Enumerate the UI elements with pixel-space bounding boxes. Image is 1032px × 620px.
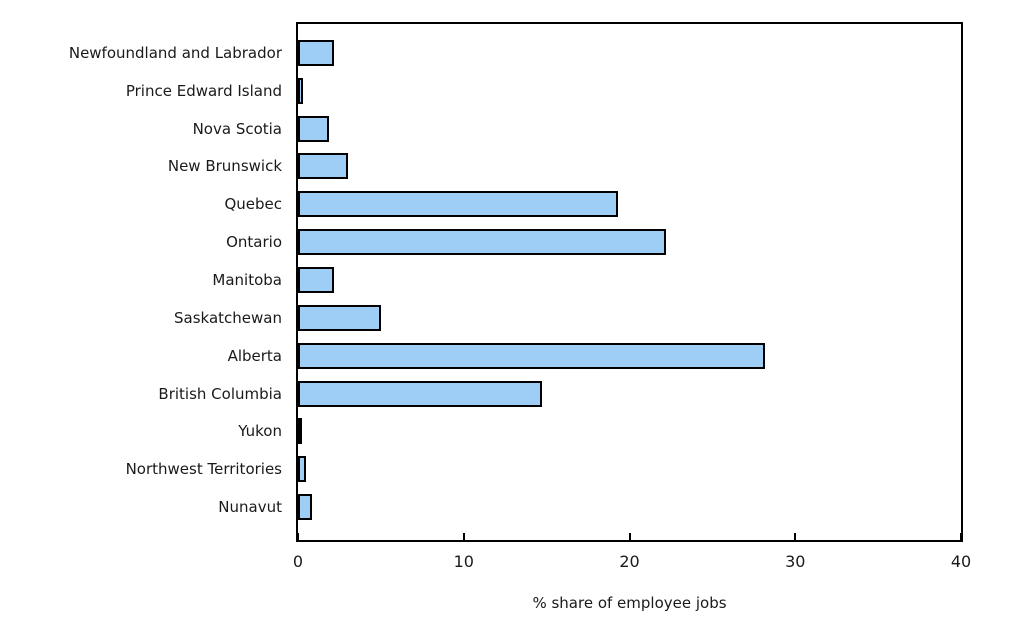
bar-nova-scotia: [298, 115, 330, 142]
x-tick-label-10: 10: [453, 552, 474, 571]
category-label-yukon: Yukon: [238, 422, 282, 441]
category-label-alberta: Alberta: [227, 346, 282, 365]
bar-quebec: [298, 191, 618, 218]
category-label-new-brunswick: New Brunswick: [167, 157, 282, 176]
x-tick-mark-0: [297, 533, 299, 540]
bar-row-new-brunswick: [298, 148, 961, 186]
category-label-northwest-territories: Northwest Territories: [125, 460, 282, 479]
bar-new-brunswick: [298, 153, 348, 180]
category-label-quebec: Quebec: [224, 195, 282, 214]
x-tick-label-20: 20: [619, 552, 640, 571]
bar-row-yukon: [298, 412, 961, 450]
bar-row-nunavut: [298, 488, 961, 526]
bar-row-northwest-territories: [298, 450, 961, 488]
x-tick-mark-40: [960, 533, 962, 540]
bar-yukon: [298, 418, 303, 445]
x-tick-mark-20: [628, 533, 631, 540]
plot-area: [296, 22, 963, 542]
bar-northwest-territories: [298, 456, 307, 483]
bar-row-prince-edward-island: [298, 72, 961, 110]
bar-row-british-columbia: [298, 375, 961, 413]
bar-row-ontario: [298, 223, 961, 261]
bar-row-alberta: [298, 337, 961, 375]
bar-british-columbia: [298, 380, 542, 407]
bar-saskatchewan: [298, 304, 381, 331]
bar-alberta: [298, 342, 766, 369]
x-axis-title: % share of employee jobs: [532, 594, 727, 612]
category-label-nunavut: Nunavut: [218, 498, 282, 517]
bar-prince-edward-island: [298, 77, 303, 104]
bar-row-newfoundland-and-labrador: [298, 34, 961, 72]
bar-newfoundland-and-labrador: [298, 39, 335, 66]
bar-row-saskatchewan: [298, 299, 961, 337]
category-label-prince-edward-island: Prince Edward Island: [125, 81, 282, 100]
bar-row-quebec: [298, 185, 961, 223]
bar-manitoba: [298, 266, 335, 293]
x-tick-label-40: 40: [950, 552, 972, 571]
category-label-ontario: Ontario: [226, 233, 282, 252]
category-label-british-columbia: British Columbia: [158, 384, 282, 403]
category-label-nova-scotia: Nova Scotia: [192, 119, 282, 138]
x-tick-label-0: 0: [292, 552, 304, 571]
category-label-saskatchewan: Saskatchewan: [174, 308, 282, 327]
bar-ontario: [298, 229, 666, 256]
x-tick-label-30: 30: [785, 552, 806, 571]
x-tick-mark-30: [794, 533, 797, 540]
bar-nunavut: [298, 494, 313, 521]
bar-row-nova-scotia: [298, 110, 961, 148]
category-label-manitoba: Manitoba: [212, 270, 282, 289]
category-label-newfoundland-and-labrador: Newfoundland and Labrador: [68, 43, 282, 62]
bar-row-manitoba: [298, 261, 961, 299]
x-tick-mark-10: [462, 533, 465, 540]
